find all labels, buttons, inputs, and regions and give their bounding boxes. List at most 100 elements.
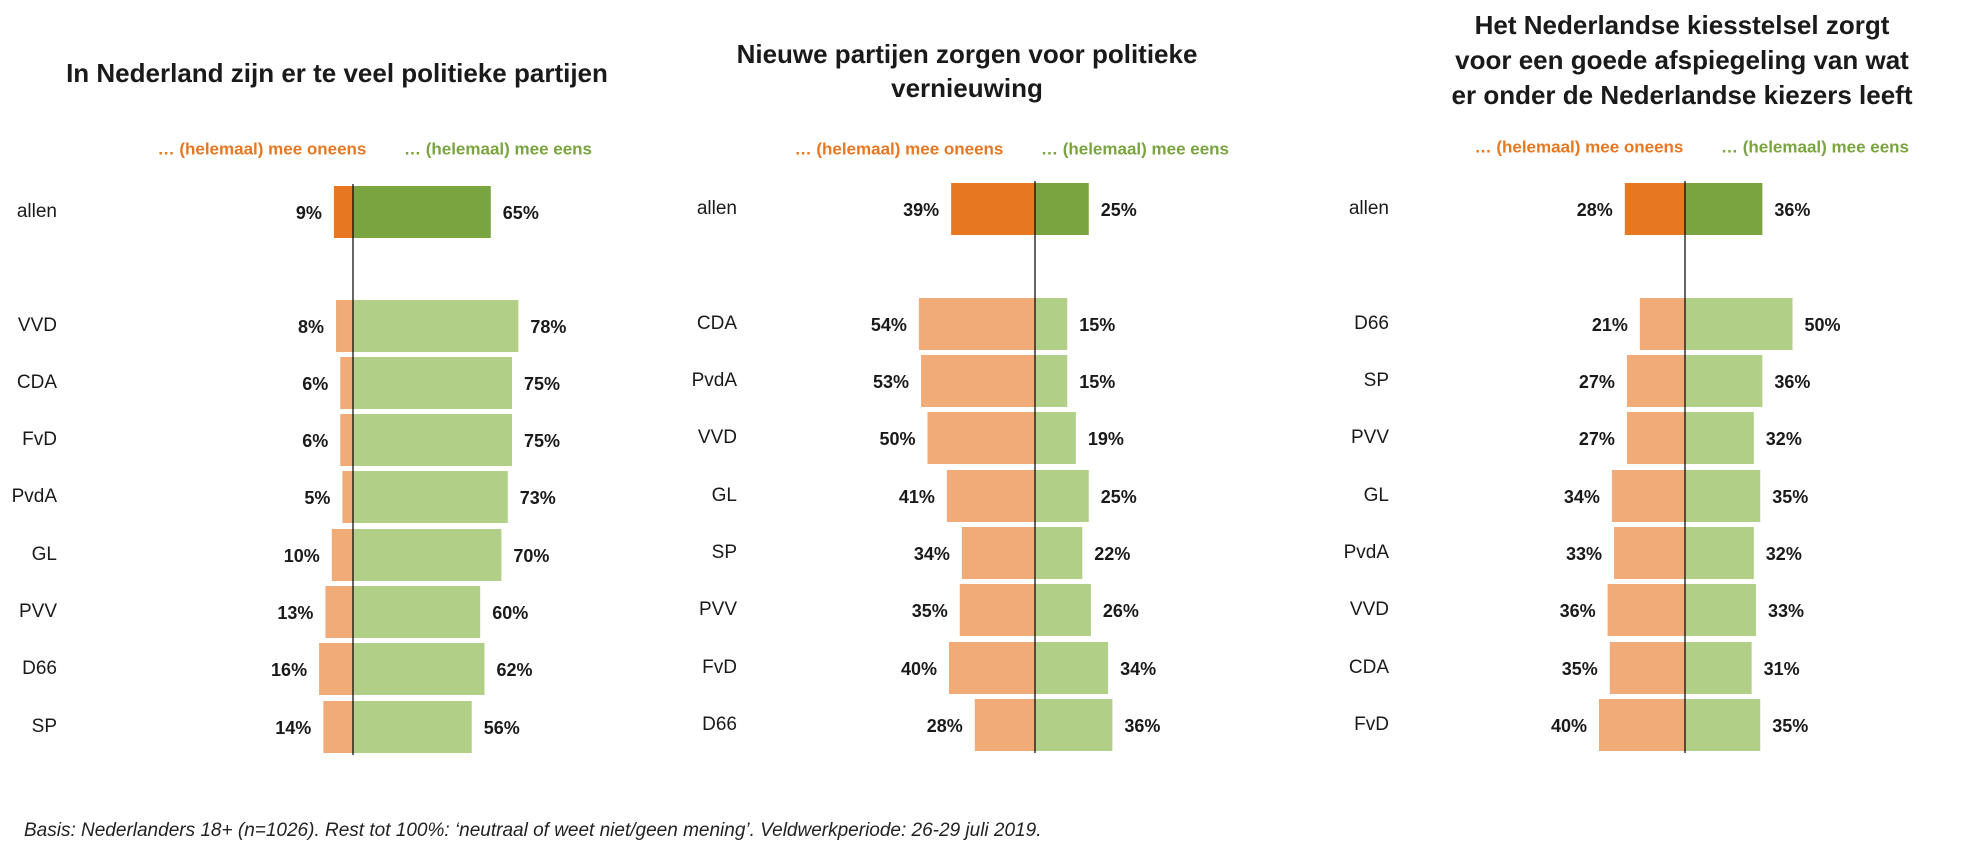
data-label-disagree-2-7: 35%	[912, 601, 948, 621]
bar-disagree-3-1	[1624, 183, 1685, 235]
bar-agree-2-8	[1035, 642, 1109, 694]
legend-disagree-2: … (helemaal) mee oneens	[795, 139, 1004, 158]
category-label-2-9: D66	[702, 714, 737, 735]
category-label-3-5: GL	[1364, 485, 1389, 506]
bar-agree-2-2	[1035, 298, 1068, 350]
category-label-1-2: VVD	[18, 315, 57, 336]
category-label-2-2: CDA	[697, 313, 737, 334]
bar-disagree-3-9	[1599, 699, 1685, 751]
bar-agree-1-1	[353, 186, 491, 238]
data-label-disagree-1-6: 10%	[284, 546, 320, 566]
bar-agree-3-7	[1685, 584, 1756, 636]
data-label-agree-2-3: 15%	[1079, 372, 1115, 392]
bar-disagree-2-6	[961, 527, 1035, 579]
bar-disagree-1-9	[323, 701, 353, 753]
data-label-disagree-3-4: 27%	[1579, 429, 1615, 449]
bar-disagree-1-1	[333, 186, 353, 238]
data-label-agree-1-7: 60%	[492, 603, 528, 623]
data-label-disagree-1-8: 16%	[271, 660, 307, 680]
chart-title-2-line-1: Nieuwe partijen zorgen voor politieke	[737, 39, 1198, 69]
data-label-agree-2-8: 34%	[1120, 659, 1156, 679]
data-label-disagree-2-1: 39%	[903, 200, 939, 220]
legend-disagree-1: … (helemaal) mee oneens	[158, 139, 367, 158]
bar-agree-2-6	[1035, 527, 1083, 579]
category-label-1-5: PvdA	[12, 486, 58, 507]
data-label-agree-1-3: 75%	[524, 374, 560, 394]
bar-disagree-3-2	[1639, 298, 1685, 350]
category-label-3-9: FvD	[1354, 714, 1389, 735]
bar-agree-3-1	[1685, 183, 1763, 235]
bar-disagree-2-3	[921, 355, 1035, 407]
legend-agree-1: … (helemaal) mee eens	[404, 139, 592, 158]
legend-agree-3: … (helemaal) mee eens	[1721, 137, 1909, 156]
bar-disagree-2-1	[951, 183, 1035, 235]
bar-agree-3-9	[1685, 699, 1761, 751]
bar-disagree-2-8	[949, 642, 1035, 694]
bar-disagree-3-7	[1607, 584, 1685, 636]
chart-title-2-line-2: vernieuwing	[891, 73, 1043, 103]
data-label-disagree-2-5: 41%	[899, 487, 935, 507]
bar-agree-3-2	[1685, 298, 1793, 350]
bar-disagree-3-8	[1609, 642, 1685, 694]
bar-agree-2-3	[1035, 355, 1068, 407]
data-label-disagree-3-2: 21%	[1592, 315, 1628, 335]
data-label-disagree-1-5: 5%	[304, 488, 330, 508]
data-label-agree-1-6: 70%	[513, 546, 549, 566]
bar-disagree-2-4	[927, 412, 1035, 464]
data-label-disagree-3-5: 34%	[1564, 487, 1600, 507]
bar-agree-1-8	[353, 643, 485, 695]
bar-agree-3-4	[1685, 412, 1754, 464]
data-label-disagree-3-9: 40%	[1551, 716, 1587, 736]
data-label-disagree-2-9: 28%	[927, 716, 963, 736]
legend-disagree-3: … (helemaal) mee oneens	[1475, 137, 1684, 156]
bar-agree-2-9	[1035, 699, 1113, 751]
data-label-disagree-2-8: 40%	[901, 659, 937, 679]
bar-agree-1-3	[353, 357, 512, 409]
data-label-agree-3-5: 35%	[1772, 487, 1808, 507]
data-label-disagree-1-3: 6%	[302, 374, 328, 394]
category-label-3-3: SP	[1364, 370, 1389, 391]
category-label-3-1: allen	[1349, 198, 1389, 219]
bar-disagree-1-4	[340, 414, 353, 466]
bar-agree-1-2	[353, 300, 519, 352]
data-label-agree-2-2: 15%	[1079, 315, 1115, 335]
bar-disagree-2-7	[959, 584, 1035, 636]
bar-agree-1-7	[353, 586, 481, 638]
data-label-agree-1-2: 78%	[530, 317, 566, 337]
bar-agree-1-9	[353, 701, 472, 753]
data-label-agree-2-5: 25%	[1101, 487, 1137, 507]
data-label-disagree-2-2: 54%	[871, 315, 907, 335]
category-label-2-1: allen	[697, 198, 737, 219]
bar-agree-2-4	[1035, 412, 1076, 464]
category-label-2-3: PvdA	[692, 370, 738, 391]
category-label-1-8: D66	[22, 658, 57, 679]
category-label-3-6: PvdA	[1344, 542, 1390, 563]
bar-disagree-1-8	[319, 643, 353, 695]
category-label-2-7: PVV	[699, 599, 737, 620]
chart-title-3-line-3: er onder de Nederlandse kiezers leeft	[1452, 80, 1913, 110]
bar-agree-3-8	[1685, 642, 1752, 694]
chart-title-3-line-1: Het Nederlandse kiesstelsel zorgt	[1475, 10, 1890, 40]
data-label-disagree-3-3: 27%	[1579, 372, 1615, 392]
bar-agree-1-5	[353, 471, 508, 523]
bar-agree-2-5	[1035, 470, 1089, 522]
data-label-disagree-3-8: 35%	[1562, 659, 1598, 679]
legend-agree-2: … (helemaal) mee eens	[1041, 139, 1229, 158]
data-label-disagree-2-3: 53%	[873, 372, 909, 392]
data-label-disagree-1-4: 6%	[302, 431, 328, 451]
category-label-2-5: GL	[712, 485, 737, 506]
data-label-disagree-3-6: 33%	[1566, 544, 1602, 564]
bar-disagree-2-9	[974, 699, 1035, 751]
data-label-agree-1-1: 65%	[503, 203, 539, 223]
category-label-2-6: SP	[712, 542, 737, 563]
bar-disagree-3-3	[1626, 355, 1685, 407]
data-label-disagree-1-1: 9%	[296, 203, 322, 223]
bar-disagree-1-3	[340, 357, 353, 409]
bar-disagree-1-5	[342, 471, 353, 523]
data-label-agree-3-6: 32%	[1766, 544, 1802, 564]
data-label-agree-2-1: 25%	[1101, 200, 1137, 220]
bar-agree-1-4	[353, 414, 512, 466]
category-label-1-6: GL	[32, 544, 57, 565]
data-label-disagree-2-6: 34%	[914, 544, 950, 564]
